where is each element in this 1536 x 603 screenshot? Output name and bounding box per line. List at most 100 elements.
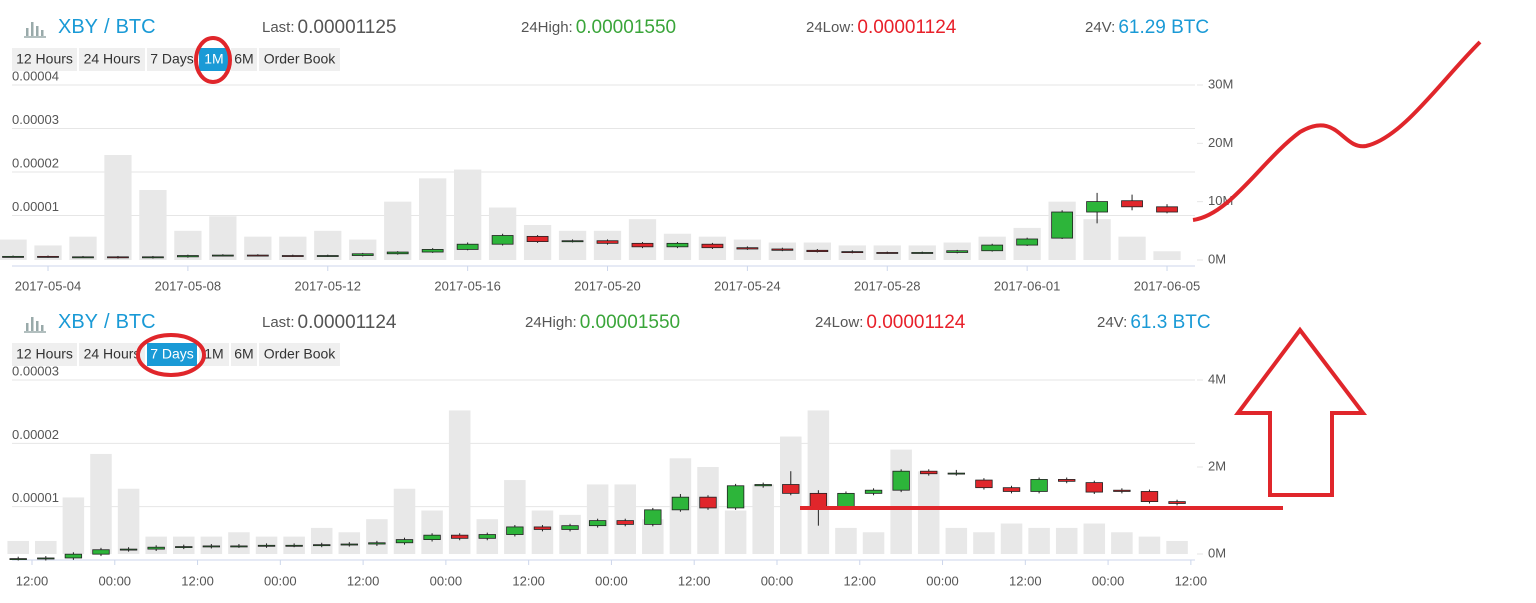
pair-base: XBY	[58, 16, 98, 38]
candle-body	[806, 249, 829, 253]
range-button[interactable]: 1M	[199, 48, 229, 71]
low-price: 24Low: 0.00001124	[815, 312, 966, 333]
range-button[interactable]: 6M	[231, 48, 257, 71]
y-tick-label: 0.00002	[12, 427, 59, 442]
volume-bar	[209, 216, 237, 260]
candle-body	[754, 484, 772, 487]
volume-bar	[1028, 527, 1050, 554]
candle-body	[37, 557, 55, 560]
high-price-value: 0.00001550	[580, 312, 680, 333]
high-price-label: 24High:	[521, 19, 573, 36]
button-label[interactable]: Order Book	[264, 51, 337, 67]
volume-bar	[384, 201, 412, 260]
volume-bar	[419, 178, 447, 260]
candle-body	[1051, 211, 1074, 239]
candle-body	[64, 553, 83, 559]
volume-24h: 24V: 61.29 BTC	[1085, 17, 1209, 38]
candle-body	[631, 242, 654, 248]
low-price-value: 0.00001124	[866, 312, 965, 333]
icon-bar	[36, 26, 39, 36]
x-tick-label: 00:00	[264, 573, 297, 588]
candle-body	[285, 544, 303, 547]
y-tick-label: 0.00001	[12, 490, 59, 505]
x-tick-label: 2017-05-16	[434, 278, 501, 293]
candle-body	[1086, 201, 1108, 213]
button-bg[interactable]	[259, 343, 340, 366]
button-label[interactable]: 24 Hours	[84, 51, 141, 67]
x-tick-label: 00:00	[926, 573, 959, 588]
x-tick-label: 00:00	[430, 573, 463, 588]
range-button[interactable]: 1M	[199, 343, 229, 366]
button-label[interactable]: 12 Hours	[16, 346, 73, 362]
button-label[interactable]: 7 Days	[150, 346, 194, 362]
button-bg[interactable]	[231, 48, 257, 71]
candle-body	[947, 472, 966, 475]
icon-bar	[41, 30, 44, 36]
range-button[interactable]: 12 Hours	[12, 48, 77, 71]
x-tick-label: 00:00	[761, 573, 794, 588]
button-bg[interactable]	[231, 343, 257, 366]
candle-body	[386, 251, 409, 255]
button-label[interactable]: 6M	[234, 346, 253, 362]
button-bg[interactable]	[259, 48, 340, 71]
icon-bar	[26, 323, 29, 331]
range-button[interactable]: 12 Hours	[12, 343, 77, 366]
low-price-label: 24Low:	[815, 314, 863, 331]
range-button[interactable]: 6M	[231, 343, 257, 366]
low-price-label: 24Low:	[806, 19, 854, 36]
range-button[interactable]: Order Book	[259, 48, 340, 71]
volume-bar	[1000, 523, 1023, 554]
candle-body	[1016, 238, 1039, 246]
range-button[interactable]: 7 Days	[147, 343, 197, 366]
candle-body	[147, 546, 165, 550]
button-label[interactable]: 7 Days	[150, 51, 194, 67]
range-button[interactable]: 24 Hours	[79, 343, 145, 366]
candle-body	[281, 255, 304, 257]
button-label[interactable]: Order Book	[264, 346, 337, 362]
candle-body	[421, 249, 444, 253]
button-bg[interactable]	[199, 48, 229, 71]
button-bg[interactable]	[199, 343, 229, 366]
candle-body	[202, 545, 221, 548]
button-bg[interactable]	[147, 48, 197, 71]
volume-bar	[724, 510, 747, 554]
button-bg[interactable]	[147, 343, 197, 366]
volume-bar	[768, 242, 797, 260]
volume-bar	[228, 532, 250, 554]
button-bg[interactable]	[12, 343, 77, 366]
candle-body	[666, 242, 689, 248]
candle-body	[37, 255, 59, 258]
volume-bar	[917, 471, 940, 554]
range-button[interactable]: 24 Hours	[79, 48, 145, 71]
pair-quote: BTC	[116, 311, 156, 333]
volume-bar	[973, 532, 995, 554]
range-button[interactable]: 7 Days	[147, 48, 197, 71]
candle-body	[981, 244, 1004, 252]
candle-body	[809, 492, 828, 508]
y2-tick-label: 30M	[1208, 76, 1233, 91]
volume-bar	[0, 239, 27, 260]
volume-bar	[244, 236, 272, 260]
button-bg[interactable]	[79, 48, 145, 71]
range-button[interactable]: Order Book	[259, 343, 340, 366]
volume-bar	[780, 436, 802, 554]
candle-body	[142, 256, 164, 259]
last-price: Last: 0.00001125	[262, 17, 397, 38]
volume-bar	[139, 190, 167, 260]
pair-base: XBY	[58, 311, 98, 333]
volume-bar	[448, 410, 471, 554]
button-label[interactable]: 1M	[204, 51, 223, 67]
button-label[interactable]: 24 Hours	[84, 346, 141, 362]
button-label[interactable]: 6M	[234, 51, 253, 67]
volume-bar	[559, 514, 581, 554]
button-label[interactable]: 12 Hours	[16, 51, 73, 67]
y2-tick-label: 0M	[1208, 251, 1226, 266]
button-bg[interactable]	[79, 343, 145, 366]
candle-body	[726, 485, 745, 509]
volume-bar	[1055, 527, 1078, 554]
volume-24h-value: 61.29 BTC	[1118, 17, 1209, 38]
volume-bar	[421, 510, 443, 554]
button-label[interactable]: 1M	[204, 346, 223, 362]
button-bg[interactable]	[12, 48, 77, 71]
trend-curve	[1192, 40, 1482, 222]
